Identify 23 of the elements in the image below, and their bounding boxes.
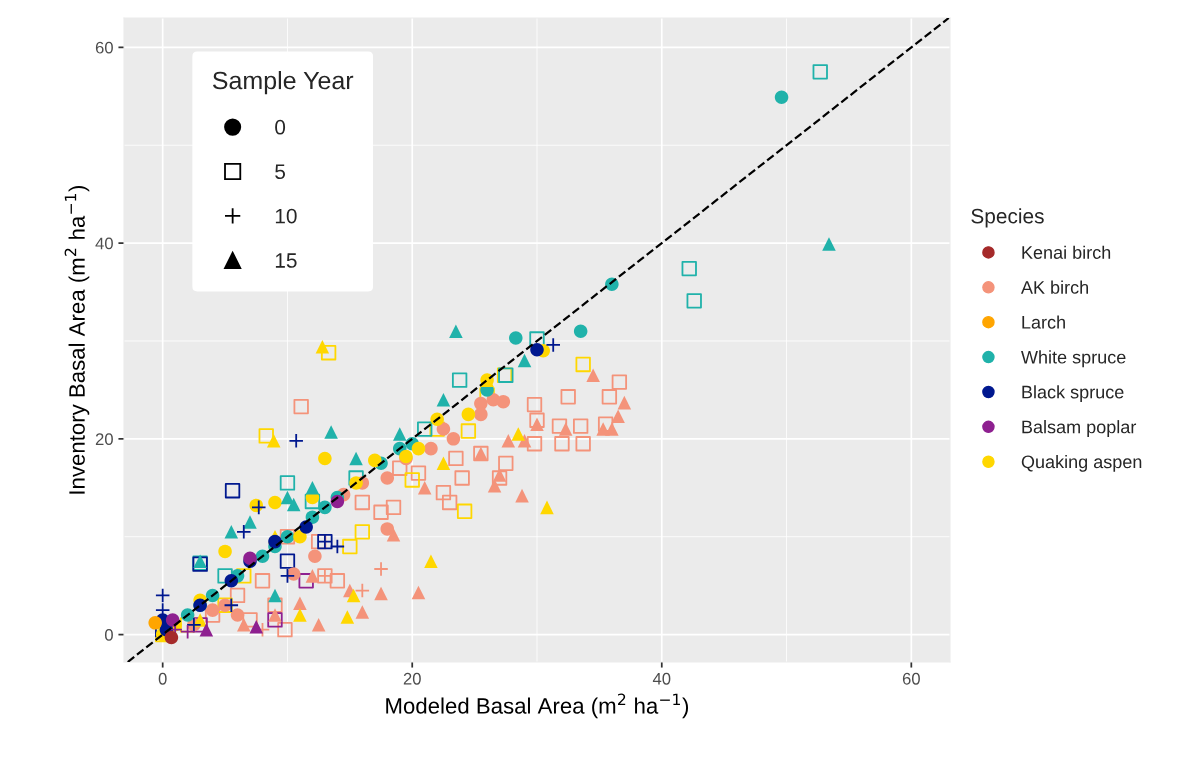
legend-label: AK birch (1020, 280, 1088, 294)
y-tick-label: 0 (104, 629, 113, 641)
legend-title: Species (971, 208, 1044, 228)
annotation: 15 (275, 253, 297, 268)
legend-label: Balsam poplar (1022, 420, 1137, 437)
legend-label: White spruce (1021, 350, 1126, 368)
legend-label: Black spruce (1022, 385, 1124, 403)
annotation: 10 (275, 208, 297, 224)
legend-label: Quaking aspen (1021, 454, 1142, 472)
x-axis-title: Modeled Basal Area (m$^{2}$ ha$^{−1}$) (386, 693, 689, 719)
annotation: 5 (275, 164, 286, 180)
legend-label: Larch (1022, 315, 1065, 329)
y-axis-title: Inventory Basal Area (m$^{2}$ ha$^{−1}$) (64, 185, 90, 494)
y-tick-label: 20 (95, 433, 113, 446)
y-tick-label: 40 (95, 237, 113, 250)
annotation: 0 (275, 119, 286, 135)
x-tick-label: 20 (403, 672, 421, 685)
legend-label: Kenai birch (1022, 245, 1111, 259)
annotation: Sample Year (212, 70, 354, 95)
x-tick-label: 60 (902, 672, 920, 685)
x-tick-label: 0 (158, 672, 167, 685)
y-tick-label: 60 (95, 41, 113, 54)
x-tick-label: 40 (652, 672, 671, 685)
